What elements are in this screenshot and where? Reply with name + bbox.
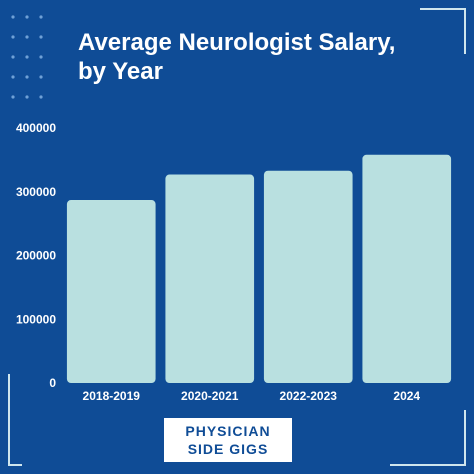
- x-tick-label: 2022-2023: [280, 389, 338, 403]
- y-tick-label: 200000: [16, 249, 56, 263]
- decorative-dot: [25, 95, 29, 99]
- y-tick-label: 400000: [16, 121, 56, 135]
- logo-line-1: PHYSICIAN: [185, 423, 271, 439]
- decorative-dot: [25, 15, 29, 19]
- decorative-dot: [39, 35, 43, 39]
- brand-logo: PHYSICIAN SIDE GIGS: [164, 418, 292, 462]
- decorative-dot: [25, 35, 29, 39]
- x-tick-label: 2018-2019: [83, 389, 141, 403]
- decorative-dot: [11, 75, 15, 79]
- bar-2018-2019: [66, 200, 156, 383]
- y-tick-label: 0: [49, 376, 56, 390]
- decorative-dot: [11, 95, 15, 99]
- decorative-dot: [11, 35, 15, 39]
- logo-line-2: SIDE GIGS: [187, 441, 269, 457]
- decorative-corner-bottom-right: [390, 410, 466, 466]
- x-tick-label: 2020-2021: [181, 389, 239, 403]
- decorative-dot: [39, 15, 43, 19]
- decorative-dot-grid: [11, 15, 43, 99]
- x-tick-label: 2024: [393, 389, 420, 403]
- chart-title: Average Neurologist Salary, by Year: [78, 29, 396, 85]
- decorative-dot: [11, 15, 15, 19]
- bar-2022-2023: [263, 170, 353, 383]
- decorative-corner-top-right: [420, 8, 466, 54]
- decorative-dot: [39, 95, 43, 99]
- decorative-dot: [11, 55, 15, 59]
- decorative-dot: [39, 75, 43, 79]
- bar-2020-2021: [165, 174, 255, 383]
- decorative-dot: [39, 55, 43, 59]
- y-tick-label: 100000: [16, 312, 56, 326]
- bar-2024: [362, 154, 452, 383]
- decorative-dot: [25, 75, 29, 79]
- y-tick-label: 300000: [16, 185, 56, 199]
- decorative-dot: [25, 55, 29, 59]
- decorative-corner-bottom-left: [8, 374, 22, 466]
